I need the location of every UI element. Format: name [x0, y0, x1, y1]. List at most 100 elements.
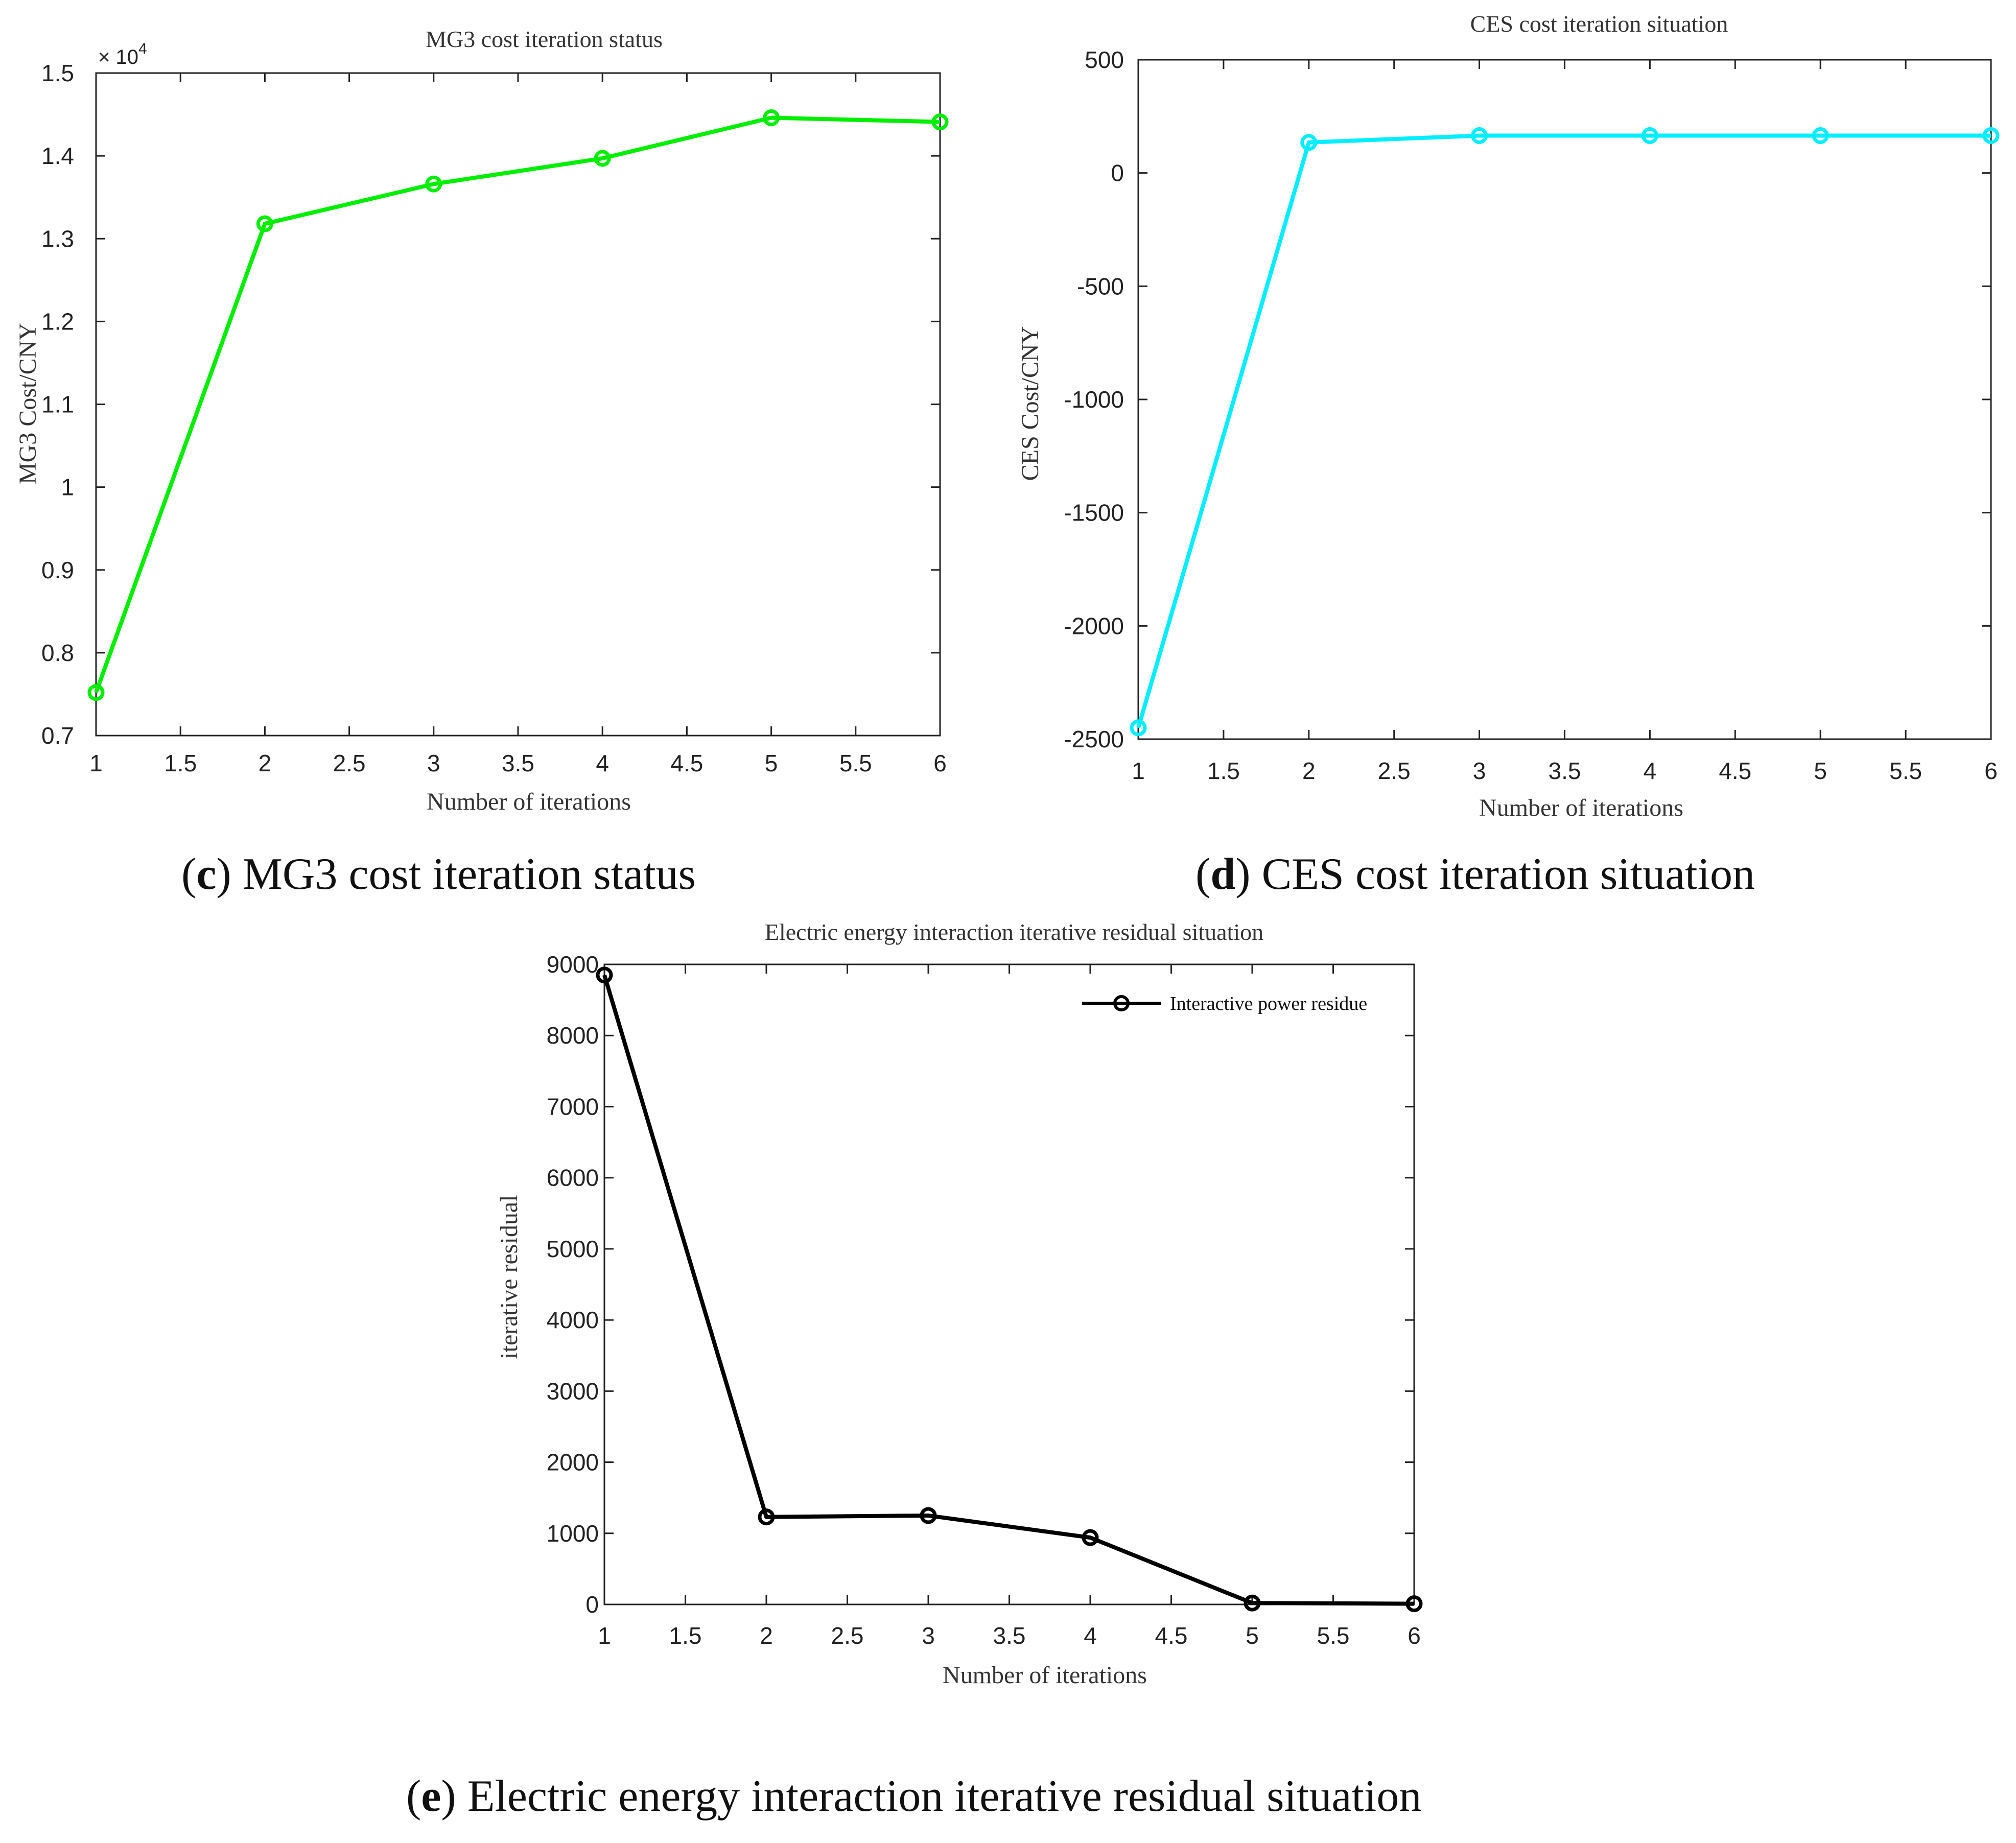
chart-residual-x-axis-label: Number of iterations [943, 1662, 1147, 1689]
x-tick-label: 4 [1644, 758, 1657, 784]
chart-ces-x-axis-label: Number of iterations [1479, 794, 1683, 821]
x-tick-label: 1 [1132, 758, 1145, 784]
x-tick-label: 1 [89, 750, 103, 776]
data-point [1982, 127, 2000, 145]
x-tick-label: 4.5 [1155, 1622, 1188, 1649]
chart-ces-x-ticks: 1 1.5 2 2.5 3 3.5 4 4.5 5 5.5 6 [1132, 60, 1998, 784]
y-tick-label: -1500 [1064, 500, 1124, 526]
x-tick-label: 5 [765, 750, 778, 776]
x-tick-label: 4 [596, 750, 609, 776]
y-tick-label: 7000 [547, 1093, 599, 1120]
x-tick-label: 6 [933, 750, 947, 776]
y-tick-label: 0.7 [41, 722, 74, 749]
chart-ces-title: CES cost iteration situation [1470, 11, 1728, 37]
chart-residual-legend: Interactive power residue [1082, 993, 1367, 1014]
y-tick-label: 9000 [547, 951, 599, 978]
chart-residual-marks [596, 966, 1423, 1613]
data-point [1082, 1529, 1099, 1546]
y-tick-label: 1 [61, 474, 74, 501]
data-point [1641, 127, 1658, 145]
chart-mg3-y-ticks: 0.7 0.8 0.9 1 1.1 1.2 1.3 1.4 1.5 [41, 60, 940, 749]
data-point [758, 1508, 775, 1526]
y-tick-label: 1000 [547, 1520, 599, 1547]
chart-mg3-x-axis-label: Number of iterations [427, 788, 631, 815]
y-tick-label: 3000 [547, 1378, 599, 1404]
y-tick-label: -500 [1077, 273, 1124, 299]
chart-residual: Electric energy interaction iterative re… [406, 919, 1423, 1821]
x-tick-label: 2 [760, 1622, 773, 1649]
y-tick-label: 1.5 [41, 60, 74, 86]
data-point [1471, 127, 1488, 145]
y-tick-label: 8000 [547, 1022, 599, 1049]
chart-residual-x-ticks: 1 1.5 2 2.5 3 3.5 4 4.5 5 5.5 6 [598, 964, 1421, 1649]
y-tick-label: 4000 [547, 1307, 599, 1333]
y-tick-label: 1.2 [41, 308, 74, 335]
legend-label: Interactive power residue [1170, 993, 1367, 1014]
chart-ces: CES cost iteration situation 1 1.5 2 2.5 3 3.… [1017, 11, 2000, 899]
chart-ces-marks [1130, 127, 2000, 737]
data-point [425, 175, 442, 193]
x-tick-label: 5.5 [1889, 758, 1922, 784]
chart-mg3-x-ticks: 1 1.5 2 2.5 3 3.5 4 4.5 5 5.5 6 [89, 73, 947, 776]
y-tick-label: 1.4 [41, 143, 74, 169]
x-tick-label: 5 [1814, 758, 1827, 784]
data-point [87, 684, 105, 701]
x-tick-label: 2 [1302, 758, 1316, 784]
y-tick-label: 0 [1111, 160, 1124, 186]
chart-residual-title: Electric energy interaction iterative re… [765, 919, 1263, 945]
data-point [1244, 1594, 1261, 1612]
series-line [602, 974, 1415, 1606]
y-tick-label: 0 [585, 1591, 599, 1618]
chart-residual-caption: (e) Electric energy interaction iterativ… [406, 1771, 1421, 1821]
y-tick-label: -1000 [1064, 386, 1124, 413]
x-tick-label: 2 [259, 750, 272, 776]
chart-ces-caption: (d) CES cost iteration situation [1195, 849, 1755, 899]
y-tick-label: 1.1 [41, 391, 74, 418]
x-tick-label: 6 [1408, 1622, 1421, 1649]
y-tick-label: 0.8 [41, 640, 74, 666]
legend-marker-sample [1113, 995, 1130, 1011]
x-tick-label: 5.5 [1317, 1622, 1350, 1649]
chart-ces-y-axis-label: CES Cost/CNY [1017, 326, 1044, 481]
data-point [763, 109, 780, 127]
chart-residual-y-ticks: 0 1000 2000 3000 4000 5000 6000 7000 8000 9000 [547, 951, 1414, 1618]
x-tick-label: 3.5 [502, 750, 534, 776]
series-line [1136, 133, 1991, 728]
x-tick-label: 2.5 [1378, 758, 1411, 784]
x-tick-label: 1.5 [164, 750, 197, 776]
x-tick-label: 4.5 [1719, 758, 1751, 784]
chart-mg3-title: MG3 cost iteration status [426, 26, 663, 52]
x-tick-label: 3.5 [993, 1622, 1026, 1649]
x-tick-label: 5.5 [839, 750, 872, 776]
data-point [931, 113, 949, 131]
data-point [1812, 127, 1829, 145]
x-tick-label: 3 [922, 1622, 935, 1649]
data-point [920, 1507, 937, 1524]
y-tick-label: 2000 [547, 1449, 599, 1476]
x-tick-label: 5 [1246, 1622, 1259, 1649]
data-point [594, 150, 611, 167]
chart-mg3-caption: (c) MG3 cost iteration status [181, 849, 696, 899]
y-tick-label: 0.9 [41, 557, 74, 583]
x-tick-label: 2.5 [831, 1622, 864, 1649]
data-point [1130, 719, 1147, 737]
chart-mg3: MG3 cost iteration status 1 1.5 2 2.5 3 3.5 4 4… [14, 26, 949, 899]
y-tick-label: 6000 [547, 1165, 599, 1191]
x-tick-label: 6 [1984, 758, 1998, 784]
y-tick-label: -2500 [1064, 726, 1124, 752]
series-line [94, 115, 941, 694]
data-point [1300, 134, 1318, 151]
y-tick-label: 500 [1085, 46, 1124, 73]
chart-residual-y-axis-label: iterative residual [496, 1195, 523, 1359]
y-tick-label: 5000 [547, 1236, 599, 1262]
x-tick-label: 1.5 [669, 1622, 702, 1649]
y-tick-label: 1.3 [41, 225, 74, 252]
y-tick-label: -2000 [1064, 612, 1124, 639]
x-tick-label: 4 [1084, 1622, 1097, 1649]
x-tick-label: 1 [598, 1622, 611, 1649]
chart-mg3-exponent-label: × 104 [98, 40, 147, 68]
data-point [596, 966, 613, 984]
x-tick-label: 1.5 [1207, 758, 1240, 784]
